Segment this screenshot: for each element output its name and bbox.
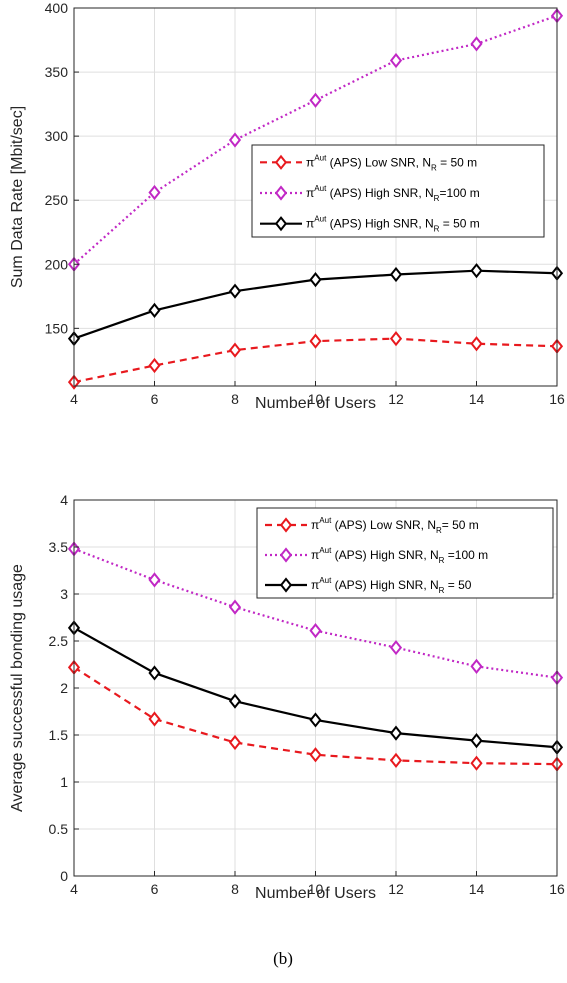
legend-marker-1 — [279, 547, 293, 563]
x-tick-label: 10 — [308, 881, 324, 897]
data-point-1-2 — [228, 599, 242, 615]
y-tick-label: 250 — [45, 192, 69, 208]
data-point-2-1 — [148, 665, 161, 681]
legend-label-1: πAut (APS) High SNR, NR =100 m — [311, 546, 488, 565]
data-point-2-4 — [389, 725, 403, 741]
legend-label-2: πAut (APS) High SNR, NR = 50 m — [306, 215, 480, 234]
x-tick-label: 12 — [388, 881, 404, 897]
x-tick-label: 4 — [70, 391, 78, 407]
x-axis-label: Number of Users — [255, 885, 376, 902]
data-point-1-5 — [470, 658, 483, 674]
x-tick-label: 14 — [469, 881, 485, 897]
data-point-1-1 — [148, 184, 161, 201]
legend-marker-2 — [274, 216, 288, 232]
data-point-1-4 — [389, 639, 403, 656]
data-point-0-3 — [309, 333, 322, 349]
y-tick-label: 1.5 — [49, 727, 69, 743]
y-tick-label: 0 — [60, 868, 68, 884]
x-tick-label: 16 — [549, 881, 565, 897]
y-tick-label: 150 — [45, 320, 69, 336]
data-point-0-2 — [228, 342, 242, 358]
x-axis-label: Number of Users — [255, 395, 376, 412]
x-tick-label: 4 — [70, 881, 78, 897]
y-tick-label: 300 — [45, 128, 69, 144]
data-point-2-5 — [470, 733, 483, 749]
data-point-2-2 — [228, 283, 242, 299]
x-tick-label: 14 — [469, 391, 485, 407]
data-point-1-5 — [470, 36, 483, 52]
x-tick-label: 16 — [549, 391, 565, 407]
legend: πAut (APS) Low SNR, NR = 50 m πAut (APS) … — [251, 144, 545, 238]
data-point-2-1 — [148, 302, 161, 319]
data-point-0-4 — [389, 752, 403, 768]
legend-box — [256, 507, 554, 599]
y-tick-label: 0.5 — [49, 821, 69, 837]
legend-label-0: πAut (APS) Low SNR, NR= 50 m — [311, 516, 479, 535]
chart-sum-data-rate: 4 6 8 10 12 14 16 150 200 250 300 350 400 Number of U… — [9, 0, 565, 412]
data-point-1-3 — [309, 92, 322, 108]
data-point-1-3 — [309, 623, 322, 639]
data-point-0-2 — [228, 734, 242, 751]
data-point-2-4 — [389, 266, 403, 283]
legend-marker-0 — [274, 154, 288, 170]
data-point-2-3 — [309, 712, 322, 728]
legend-marker-0 — [279, 517, 293, 533]
data-point-0-5 — [470, 336, 483, 352]
data-point-0-5 — [470, 755, 483, 771]
x-tick-label: 8 — [231, 391, 239, 407]
y-axis-label: Sum Data Rate [Mbit/sec] — [9, 106, 26, 288]
legend: πAut (APS) Low SNR, NR= 50 m πAut (APS) H… — [256, 507, 554, 599]
x-tick-label: 6 — [151, 881, 159, 897]
data-point-0-1 — [148, 357, 161, 374]
y-tick-label: 2 — [60, 680, 68, 696]
y-tick-label: 1 — [60, 774, 68, 790]
legend-label-1: πAut (APS) High SNR, NR=100 m — [306, 184, 480, 203]
caption-a-mask — [262, 462, 306, 482]
data-point-0-4 — [389, 330, 403, 347]
y-tick-label: 200 — [45, 256, 69, 272]
x-tick-label: 6 — [151, 391, 159, 407]
caption-b: (b) — [273, 949, 293, 968]
data-point-2-5 — [470, 263, 483, 279]
chart-bonding-usage: 4 6 8 10 12 14 16 0 0.5 1 1.5 2 2.5 3 3.5 4 Number of Us… — [9, 492, 565, 902]
data-point-0-3 — [309, 747, 322, 763]
y-tick-label: 2.5 — [49, 633, 69, 649]
legend-marker-2 — [279, 577, 293, 593]
data-point-0-1 — [148, 711, 161, 727]
data-point-1-4 — [389, 52, 403, 69]
legend-box — [251, 144, 545, 238]
data-point-1-1 — [148, 572, 161, 588]
x-tick-label: 12 — [388, 391, 404, 407]
y-tick-label: 3 — [60, 586, 68, 602]
data-point-1-2 — [228, 132, 242, 148]
y-tick-label: 4 — [60, 492, 68, 508]
data-point-2-3 — [309, 272, 322, 288]
x-tick-label: 10 — [308, 391, 324, 407]
legend-label-2: πAut (APS) High SNR, NR = 50 — [311, 576, 472, 595]
y-tick-label: 400 — [45, 0, 69, 16]
data-point-2-2 — [228, 693, 242, 709]
legend-label-0: πAut (APS) Low SNR, NR = 50 m — [306, 153, 477, 172]
y-tick-label: 350 — [45, 64, 69, 80]
y-tick-label: 3.5 — [49, 539, 69, 555]
y-axis-label: Average successful bonding usage — [9, 564, 26, 812]
legend-marker-1 — [274, 185, 288, 201]
x-tick-label: 8 — [231, 881, 239, 897]
